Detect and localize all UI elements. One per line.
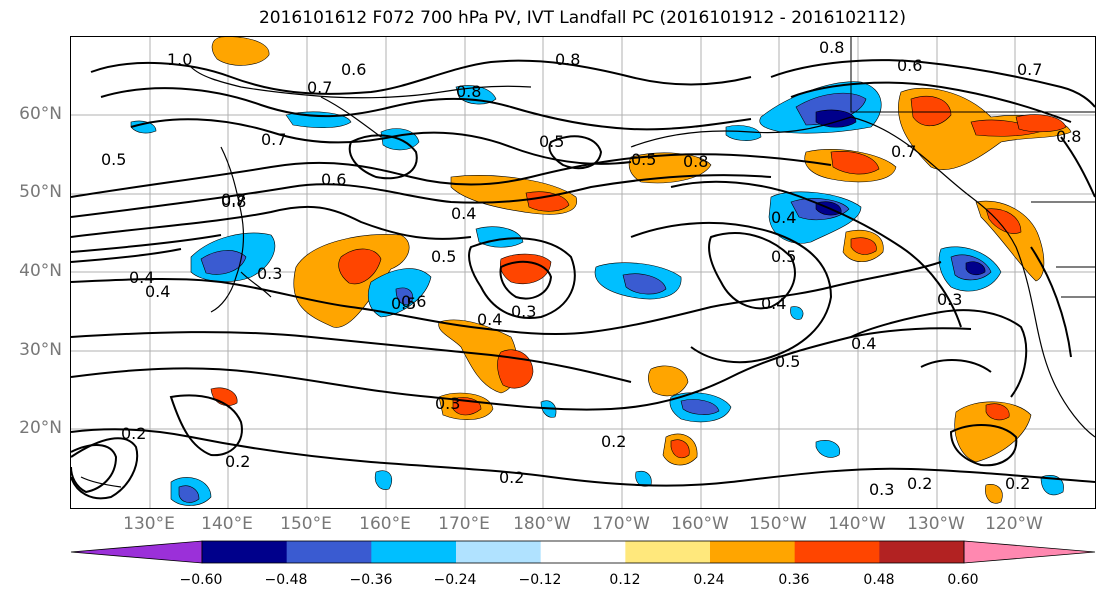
lon-label: 140°E [201, 514, 253, 534]
political-boundaries [850, 37, 1095, 298]
contour-label: 0.5 [391, 294, 416, 313]
contour-label: 0.8 [555, 50, 580, 69]
contour-label: 0.8 [221, 192, 246, 211]
contour-label: 0.2 [121, 424, 146, 443]
contour-label: 0.2 [499, 468, 524, 487]
pv-contours [71, 59, 1095, 500]
lon-label: 130°W [907, 514, 965, 534]
contour-label: 0.7 [1017, 60, 1042, 79]
colorbar-outline [201, 540, 965, 564]
lon-label: 170°E [438, 514, 490, 534]
contour-label: 0.7 [307, 78, 332, 97]
colorbar-tick: 0.24 [693, 572, 725, 588]
colorbar [70, 540, 1096, 564]
contour-label: 0.5 [771, 247, 796, 266]
contour-label: 0.5 [431, 247, 456, 266]
contour-label: 0.8 [456, 82, 481, 101]
contour-label: 0.3 [869, 480, 894, 499]
contour-label: 0.6 [341, 60, 366, 79]
contour-label: 0.8 [1056, 127, 1081, 146]
contour-label: 0.2 [1005, 474, 1030, 493]
contour-label: 0.6 [401, 292, 426, 311]
map-panel: 1.0 0.6 0.7 0.8 0.8 0.8 0.6 0.7 0.8 0.5 … [70, 36, 1096, 509]
colorbar-extend-max [963, 540, 1096, 564]
colorbar-cell [286, 541, 372, 563]
colorbar-cell [879, 541, 965, 563]
lon-label: 170°W [592, 514, 650, 534]
colorbar-cell [794, 541, 880, 563]
lon-label: 130°E [123, 514, 175, 534]
contour-label: 0.3 [937, 290, 962, 309]
lon-label: 150°E [280, 514, 332, 534]
coastlines [80, 66, 1095, 488]
contour-label: 0.4 [145, 282, 170, 301]
contour-label: 0.4 [851, 334, 876, 353]
contour-label: 0.5 [775, 352, 800, 371]
lon-label: 140°W [828, 514, 886, 534]
colorbar-tick: 0.48 [863, 572, 895, 588]
contour-label: 0.4 [761, 294, 786, 313]
contour-label: 0.7 [891, 142, 916, 161]
colorbar-cell [456, 541, 542, 563]
colorbar-tick: −0.24 [433, 572, 477, 588]
colorbar-cell [540, 541, 626, 563]
colorbar-cell [710, 541, 796, 563]
colorbar-tick: 0.12 [609, 572, 641, 588]
contour-label: 0.4 [771, 208, 796, 227]
colorbar-cell [202, 541, 288, 563]
contour-label: 0.7 [221, 190, 246, 209]
lat-label: 60°N [19, 104, 62, 124]
contour-label: 0.2 [601, 432, 626, 451]
colorbar-extend-min [70, 540, 203, 564]
colorbar-tick: −0.48 [264, 572, 308, 588]
lat-label: 50°N [19, 182, 62, 202]
contour-label: 0.7 [261, 130, 286, 149]
lat-label: 20°N [19, 418, 62, 438]
contour-label: 0.6 [897, 56, 922, 75]
colorbar-cell [371, 541, 457, 563]
lon-label: 160°E [359, 514, 411, 534]
map-title: 2016101612 F072 700 hPa PV, IVT Landfall… [258, 8, 906, 28]
map-canvas: 1.0 0.6 0.7 0.8 0.8 0.8 0.6 0.7 0.8 0.5 … [71, 37, 1095, 508]
contour-labels: 1.0 0.6 0.7 0.8 0.8 0.8 0.6 0.7 0.8 0.5 … [101, 38, 1081, 499]
contour-label: 0.5 [539, 132, 564, 151]
colorbar-cells [70, 540, 1096, 564]
lon-label: 160°W [671, 514, 729, 534]
colorbar-tick: 0.60 [947, 572, 979, 588]
contour-label: 0.4 [129, 268, 154, 287]
contour-label: 0.2 [907, 474, 932, 493]
contour-label: 0.4 [451, 204, 476, 223]
contour-label: 0.8 [683, 152, 708, 171]
contour-label: 0.2 [225, 452, 250, 471]
lon-label: 180°W [513, 514, 571, 534]
contour-label: 0.4 [477, 310, 502, 329]
lat-label: 30°N [19, 340, 62, 360]
contour-label: 0.5 [631, 150, 656, 169]
lat-label: 40°N [19, 261, 62, 281]
colorbar-tick: 0.36 [778, 572, 810, 588]
lon-label: 120°W [985, 514, 1043, 534]
contour-label: 0.8 [819, 38, 844, 57]
contour-label: 0.6 [321, 170, 346, 189]
contour-label: 0.3 [435, 394, 460, 413]
lon-label: 150°W [749, 514, 807, 534]
contour-label: 0.5 [101, 150, 126, 169]
colorbar-tick: −0.12 [518, 572, 562, 588]
colorbar-tick: −0.60 [179, 572, 223, 588]
colorbar-tick: −0.36 [349, 572, 393, 588]
colorbar-cell [625, 541, 711, 563]
contour-label: 0.3 [257, 264, 282, 283]
contour-label: 0.3 [511, 302, 536, 321]
contour-label: 1.0 [167, 50, 192, 69]
